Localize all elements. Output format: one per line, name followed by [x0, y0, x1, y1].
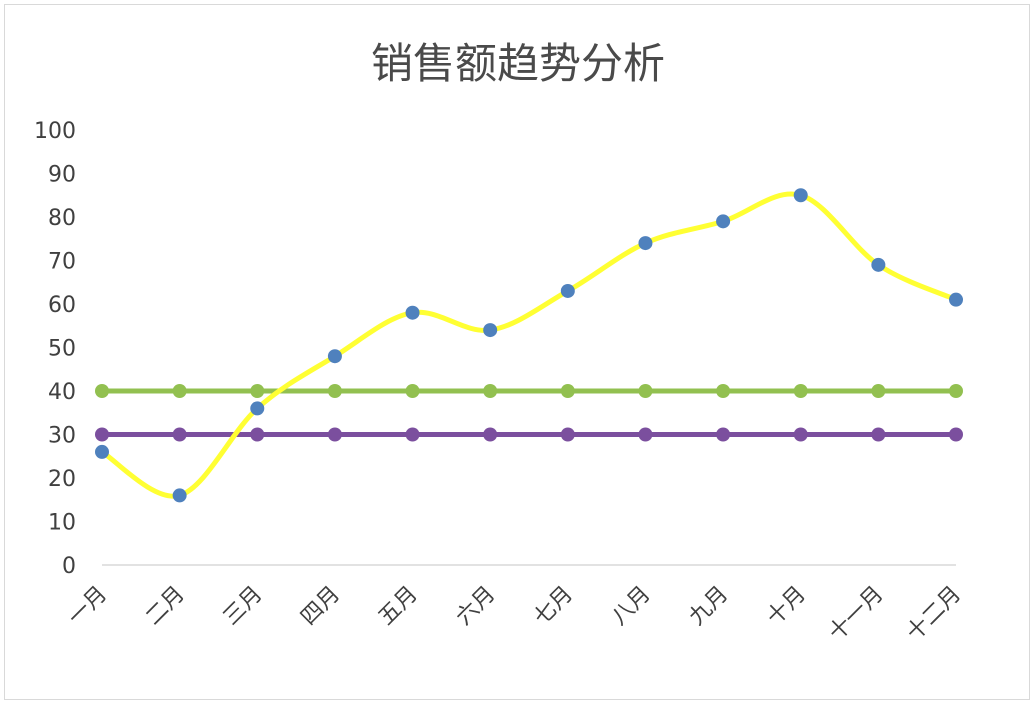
- x-tick-label: 二月: [141, 582, 190, 631]
- data-point: [871, 384, 886, 398]
- x-tick-label: 六月: [452, 582, 501, 631]
- y-tick-label: 80: [48, 206, 76, 231]
- data-point: [560, 283, 575, 298]
- x-tick-label: 三月: [219, 582, 268, 631]
- y-axis: 0 10 20 30 40 50 60 70 80 90 100: [34, 119, 76, 579]
- series-layer: [95, 188, 963, 503]
- data-point: [95, 444, 109, 459]
- x-tick-label: 十月: [762, 582, 811, 631]
- data-point: [172, 384, 187, 398]
- y-tick-label: 20: [48, 467, 76, 492]
- x-axis: 一月 二月 三月 四月 五月 六月 七月 八月 九月 十月 十一月 十二月: [63, 582, 966, 646]
- series-line: [99, 191, 959, 499]
- chart-frame: [4, 4, 1030, 700]
- data-point: [716, 214, 731, 229]
- x-tick-label: 四月: [296, 582, 345, 631]
- data-point: [716, 427, 731, 442]
- data-point: [483, 427, 498, 442]
- x-tick-label: 十二月: [902, 582, 966, 646]
- data-point: [405, 305, 420, 320]
- data-point: [949, 427, 963, 442]
- y-tick-label: 30: [48, 424, 76, 449]
- data-point: [405, 384, 420, 398]
- data-point: [793, 427, 808, 442]
- data-point: [483, 384, 498, 398]
- data-point: [172, 427, 187, 442]
- data-point: [172, 488, 187, 503]
- y-tick-label: 90: [48, 163, 76, 188]
- data-point: [949, 384, 963, 398]
- x-tick-label: 八月: [607, 582, 656, 631]
- chart-title: 销售额趋势分析: [371, 39, 665, 88]
- y-tick-label: 50: [48, 337, 76, 362]
- data-point: [327, 349, 342, 364]
- data-point: [949, 292, 963, 307]
- data-point: [638, 384, 653, 398]
- x-tick-label: 十一月: [824, 582, 888, 646]
- data-point: [405, 427, 420, 442]
- data-point: [327, 384, 342, 398]
- series-2: [95, 384, 963, 398]
- y-tick-label: 0: [62, 554, 76, 579]
- y-tick-label: 60: [48, 293, 76, 318]
- y-tick-label: 10: [48, 511, 76, 536]
- data-point: [95, 427, 109, 442]
- data-point: [327, 427, 342, 442]
- data-point: [250, 384, 265, 398]
- y-tick-label: 40: [48, 380, 76, 405]
- y-tick-label: 70: [48, 250, 76, 275]
- data-point: [250, 401, 265, 416]
- x-tick-label: 一月: [63, 582, 112, 631]
- data-point: [793, 384, 808, 398]
- x-tick-label: 七月: [529, 582, 578, 631]
- series-1: [95, 188, 963, 503]
- data-point: [871, 427, 886, 442]
- data-point: [95, 384, 109, 398]
- data-point: [638, 236, 653, 251]
- data-point: [871, 257, 886, 272]
- x-tick-label: 五月: [374, 582, 423, 631]
- data-point: [250, 427, 265, 442]
- data-point: [716, 384, 731, 398]
- data-point: [793, 188, 808, 203]
- data-point: [638, 427, 653, 442]
- data-point: [483, 323, 498, 338]
- series-3: [95, 427, 963, 442]
- y-tick-label: 100: [34, 119, 76, 144]
- data-point: [560, 384, 575, 398]
- data-point: [560, 427, 575, 442]
- x-tick-label: 九月: [685, 582, 734, 631]
